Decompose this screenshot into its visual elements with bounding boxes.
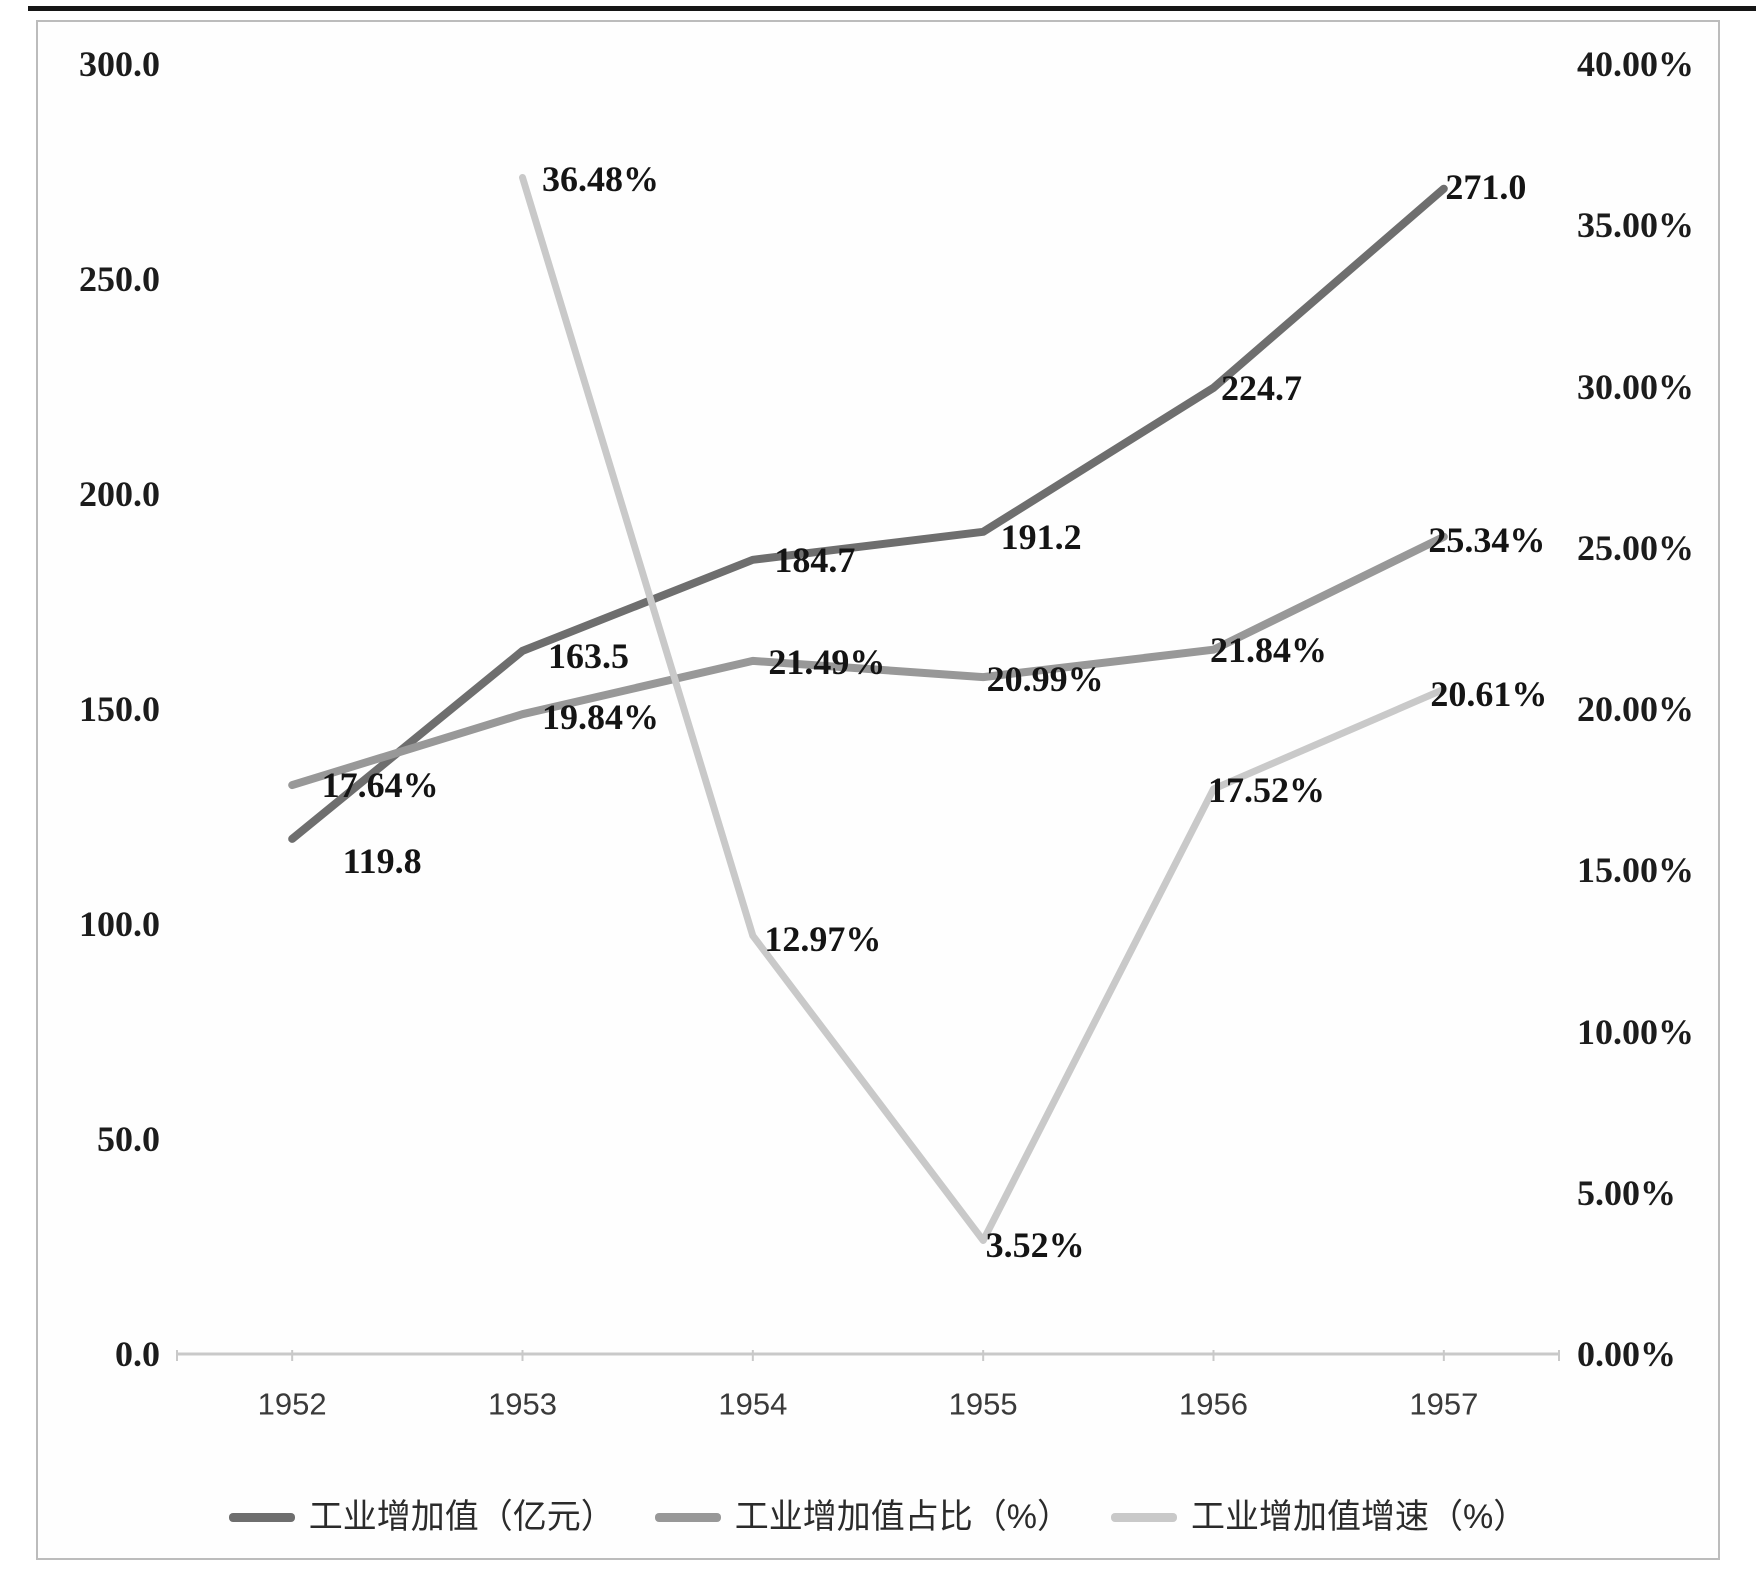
- data-point-label: 119.8: [342, 840, 422, 881]
- series-line-3: [519, 174, 1448, 1244]
- data-point-label: 17.64%: [321, 765, 439, 806]
- left-axis-tick-label: 150.0: [79, 689, 160, 729]
- data-point-label: 21.84%: [1210, 629, 1327, 670]
- legend-label-3: 工业增加值增速（%）: [1191, 1498, 1528, 1536]
- legend-item-1: 工业增加值（亿元）: [228, 1498, 615, 1536]
- right-axis-tick-label: 10.00%: [1577, 1011, 1694, 1052]
- legend-item-2: 工业增加值占比（%）: [654, 1498, 1071, 1536]
- legend-swatch-1: [228, 1512, 295, 1522]
- plot-area: [176, 174, 1560, 1361]
- data-point-label: 184.7: [774, 539, 856, 580]
- x-axis-category-label: 1956: [1179, 1386, 1248, 1422]
- right-axis-tick-label: 40.00%: [1577, 44, 1694, 84]
- series-line-1: [288, 184, 1448, 843]
- data-point-label: 191.2: [1000, 516, 1082, 557]
- right-axis-tick-label: 35.00%: [1577, 205, 1694, 246]
- legend-label-2: 工业增加值占比（%）: [734, 1498, 1071, 1536]
- left-axis-tick-label: 100.0: [79, 904, 160, 944]
- x-axis-category-label: 1955: [948, 1386, 1018, 1422]
- x-axis-category-label: 1954: [718, 1386, 788, 1422]
- data-point-label: 21.49%: [768, 641, 886, 682]
- data-point-label: 25.34%: [1428, 519, 1546, 560]
- left-axis-tick-label: 250.0: [79, 259, 160, 299]
- data-point-label: 3.52%: [985, 1225, 1085, 1266]
- right-axis-tick-label: 20.00%: [1577, 689, 1694, 729]
- right-axis-tick-label: 0.00%: [1577, 1334, 1676, 1374]
- right-axis-tick-label: 5.00%: [1577, 1172, 1676, 1213]
- data-point-label: 17.52%: [1208, 769, 1325, 810]
- data-point-label: 20.61%: [1430, 674, 1548, 715]
- left-axis-tick-label: 0.0: [115, 1334, 160, 1374]
- x-axis-category-label: 1957: [1409, 1386, 1479, 1422]
- left-axis-tick-label: 50.0: [97, 1119, 160, 1159]
- data-point-label: 20.99%: [986, 659, 1104, 700]
- left-axis-tick-label: 300.0: [79, 44, 160, 84]
- legend-item-3: 工业增加值增速（%）: [1111, 1500, 1527, 1534]
- legend-swatch-2: [654, 1512, 721, 1522]
- right-axis-tick-label: 15.00%: [1577, 850, 1694, 891]
- chart-container: 0.0 50.0 100.0 150.0 200.0 250.0 300.0 0.00% 5.0…: [36, 20, 1720, 1560]
- left-axis-tick-label: 200.0: [79, 474, 160, 514]
- right-axis-tick-label: 25.00%: [1577, 527, 1694, 568]
- data-point-label: 36.48%: [542, 158, 659, 199]
- legend: 工业增加值（亿元） 工业增加值占比（%） 工业增加值增速（%）: [38, 1500, 1718, 1534]
- data-point-label: 12.97%: [764, 918, 882, 959]
- x-axis-category-label: 1953: [488, 1386, 557, 1422]
- x-axis-category-label: 1952: [257, 1386, 327, 1422]
- right-axis-tick-label: 30.00%: [1577, 366, 1694, 407]
- legend-swatch-3: [1111, 1512, 1177, 1522]
- series-line-2: [288, 532, 1448, 790]
- data-point-label: 271.0: [1445, 166, 1527, 207]
- legend-label-1: 工业增加值（亿元）: [308, 1498, 615, 1536]
- data-point-label: 163.5: [548, 635, 629, 676]
- figure-top-border: [28, 6, 1756, 11]
- data-point-label: 19.84%: [542, 697, 659, 738]
- data-point-label: 224.7: [1221, 367, 1302, 408]
